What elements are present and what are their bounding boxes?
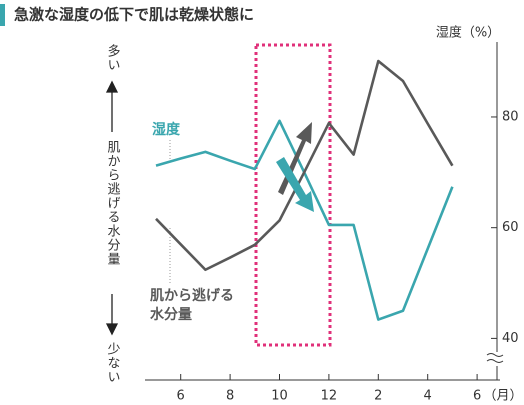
highlight-box [254,43,332,347]
y-tick-label: 80 [502,109,519,124]
x-tick-label: 8 [226,389,234,404]
left-arrows [105,80,119,336]
x-tick-label: 2 [374,389,382,404]
axis-break [486,353,504,363]
series-line [155,59,454,272]
y-tick-label: 60 [502,220,519,235]
title-bar [0,4,5,26]
left-axis-label: 肌から逃げる水分量 [105,140,121,266]
series-label: 肌から逃げる [150,287,234,304]
x-tick-label: 6 [473,389,481,404]
y-tick-label: 40 [502,331,519,346]
series-label: 水分量 [150,306,192,323]
chart-title: 急激な湿度の低下で肌は乾燥状態に [14,6,254,24]
axis-break-bg [488,352,504,366]
x-axis-unit: （月） [483,389,522,404]
x-tick-label: 4 [424,389,432,404]
left-axis-bottom: 少ない [105,342,121,384]
left-axis-top: 多い [105,43,121,72]
x-tick-label: 12 [321,389,338,404]
y-axis-label: 湿度（%） [436,25,500,41]
trend-arrows [276,122,314,212]
series-label: 湿度 [152,121,181,138]
x-tick-label: 10 [271,389,288,404]
x-tick-label: 6 [177,389,185,404]
